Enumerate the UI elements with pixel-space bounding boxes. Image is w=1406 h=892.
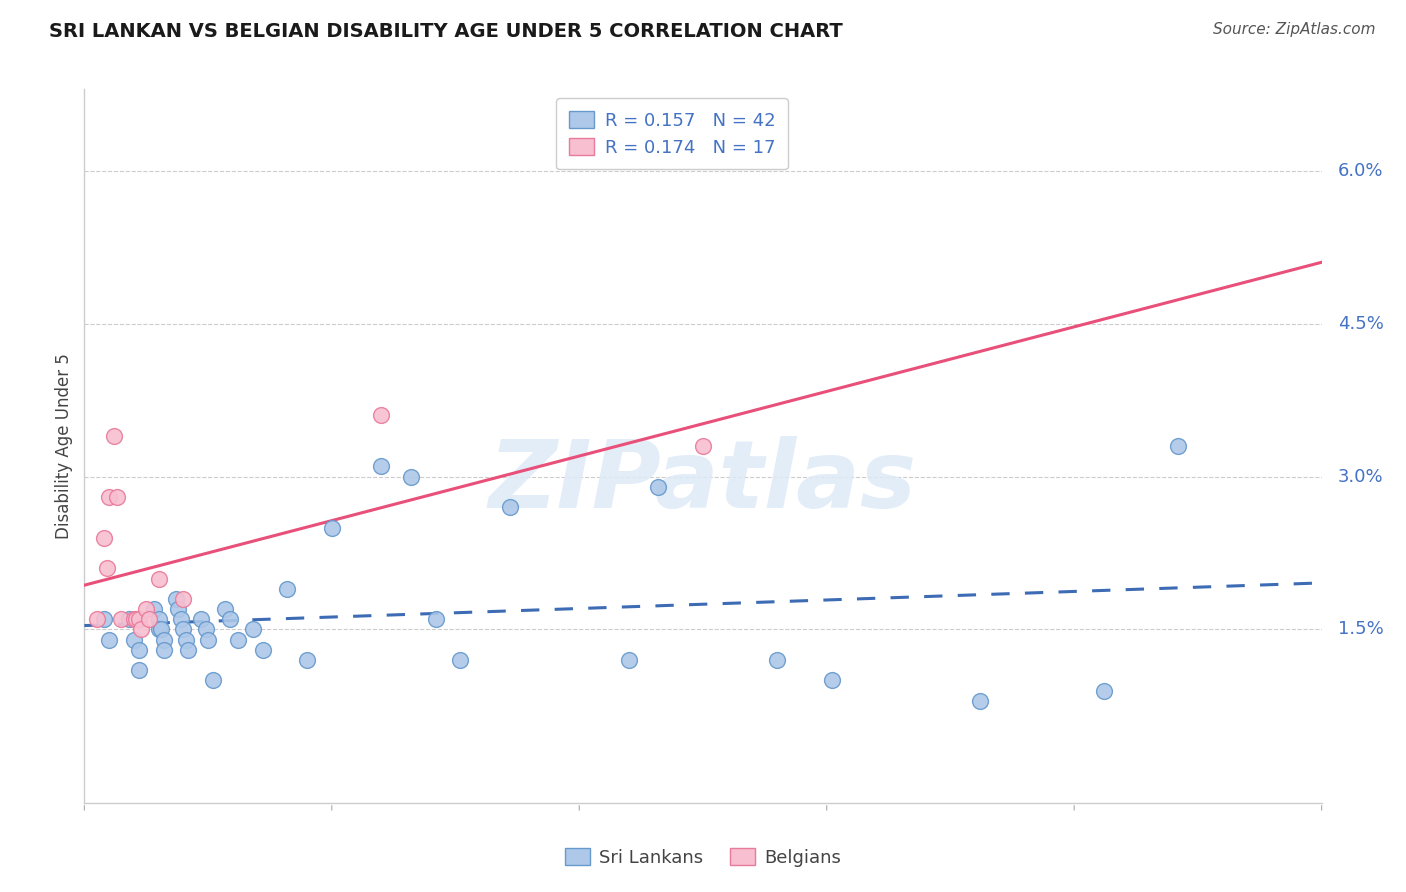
Point bbox=[122, 612, 145, 626]
Point bbox=[295, 653, 318, 667]
Point bbox=[110, 612, 132, 626]
Legend: Sri Lankans, Belgians: Sri Lankans, Belgians bbox=[557, 841, 849, 874]
Point bbox=[98, 632, 121, 647]
Text: Source: ZipAtlas.com: Source: ZipAtlas.com bbox=[1212, 22, 1375, 37]
Point bbox=[148, 623, 170, 637]
Point bbox=[165, 591, 187, 606]
Point bbox=[128, 643, 150, 657]
Point bbox=[202, 673, 225, 688]
Point bbox=[174, 632, 197, 647]
Point bbox=[177, 643, 200, 657]
Point bbox=[276, 582, 298, 596]
Point bbox=[252, 643, 274, 657]
Point bbox=[242, 623, 264, 637]
Point bbox=[135, 602, 157, 616]
Point bbox=[617, 653, 640, 667]
Point bbox=[86, 612, 108, 626]
Point bbox=[105, 490, 128, 504]
Point bbox=[190, 612, 212, 626]
Point bbox=[148, 572, 170, 586]
Point bbox=[138, 612, 160, 626]
Point bbox=[969, 694, 991, 708]
Legend: R = 0.157   N = 42, R = 0.174   N = 17: R = 0.157 N = 42, R = 0.174 N = 17 bbox=[555, 98, 789, 169]
Point bbox=[214, 602, 236, 616]
Point bbox=[142, 602, 165, 616]
Point bbox=[152, 632, 174, 647]
Point bbox=[93, 612, 115, 626]
Point bbox=[152, 643, 174, 657]
Text: 1.5%: 1.5% bbox=[1337, 621, 1384, 639]
Point bbox=[96, 561, 118, 575]
Point bbox=[321, 520, 343, 534]
Point bbox=[399, 469, 422, 483]
Text: ZIPatlas: ZIPatlas bbox=[489, 435, 917, 528]
Point bbox=[226, 632, 249, 647]
Point bbox=[122, 632, 145, 647]
Point bbox=[125, 612, 148, 626]
Point bbox=[170, 612, 193, 626]
Point bbox=[1167, 439, 1189, 453]
Point bbox=[194, 623, 217, 637]
Text: SRI LANKAN VS BELGIAN DISABILITY AGE UNDER 5 CORRELATION CHART: SRI LANKAN VS BELGIAN DISABILITY AGE UND… bbox=[49, 22, 844, 41]
Point bbox=[98, 490, 121, 504]
Point bbox=[370, 409, 392, 423]
Text: 4.5%: 4.5% bbox=[1337, 315, 1384, 333]
Point bbox=[370, 459, 392, 474]
Point bbox=[103, 429, 125, 443]
Point bbox=[821, 673, 844, 688]
Point bbox=[118, 612, 141, 626]
Point bbox=[128, 663, 150, 677]
Point bbox=[129, 623, 152, 637]
Point bbox=[172, 623, 194, 637]
Point bbox=[692, 439, 714, 453]
Point bbox=[450, 653, 472, 667]
Point bbox=[499, 500, 522, 515]
Point bbox=[219, 612, 242, 626]
Point bbox=[766, 653, 789, 667]
Text: 3.0%: 3.0% bbox=[1337, 467, 1384, 485]
Point bbox=[647, 480, 669, 494]
Text: 6.0%: 6.0% bbox=[1337, 161, 1384, 180]
Point bbox=[128, 612, 150, 626]
Point bbox=[150, 623, 173, 637]
Point bbox=[425, 612, 447, 626]
Point bbox=[167, 602, 190, 616]
Point bbox=[1092, 683, 1115, 698]
Point bbox=[148, 612, 170, 626]
Point bbox=[93, 531, 115, 545]
Point bbox=[172, 591, 194, 606]
Y-axis label: Disability Age Under 5: Disability Age Under 5 bbox=[55, 353, 73, 539]
Point bbox=[197, 632, 219, 647]
